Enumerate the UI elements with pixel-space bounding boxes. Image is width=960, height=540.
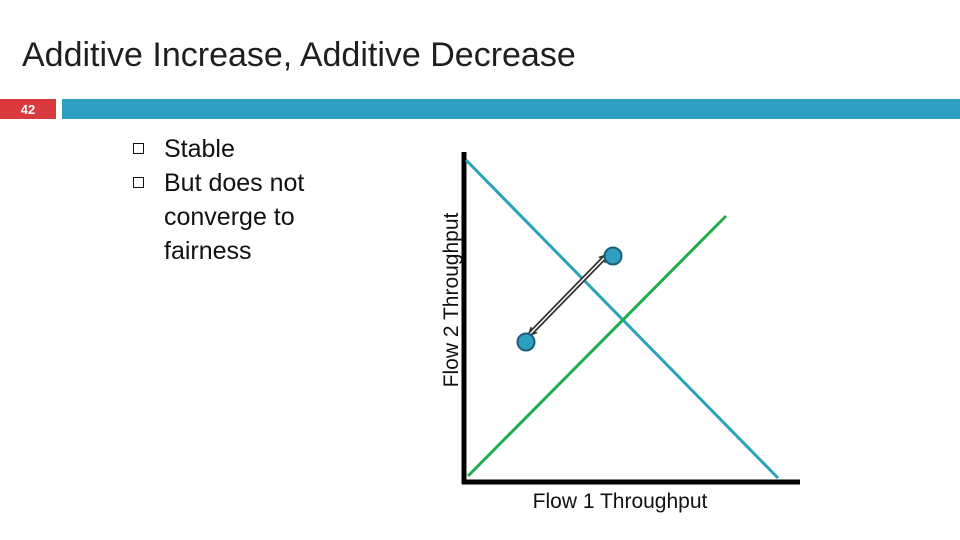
fairness-line bbox=[466, 214, 728, 478]
square-bullet-icon bbox=[133, 177, 144, 188]
bullet-item: But does not converge to fairness bbox=[128, 166, 368, 268]
bullet-text: But does not converge to fairness bbox=[164, 169, 305, 265]
slide-number: 42 bbox=[0, 99, 56, 119]
x-axis-label: Flow 1 Throughput bbox=[533, 490, 708, 513]
slide-title: Additive Increase, Additive Decrease bbox=[22, 36, 576, 74]
y-axis-label: Flow 2 Throughput bbox=[440, 212, 463, 387]
aiad-oscillation-arrow bbox=[530, 256, 606, 334]
bullet-item: Stable bbox=[128, 132, 368, 166]
square-bullet-icon bbox=[133, 143, 144, 154]
bullet-text: Stable bbox=[164, 135, 235, 163]
bullet-list: Stable But does not converge to fairness bbox=[128, 132, 368, 268]
lower-operating-point bbox=[516, 332, 536, 352]
upper-operating-point bbox=[603, 246, 623, 266]
title-accent-bar bbox=[62, 99, 960, 119]
